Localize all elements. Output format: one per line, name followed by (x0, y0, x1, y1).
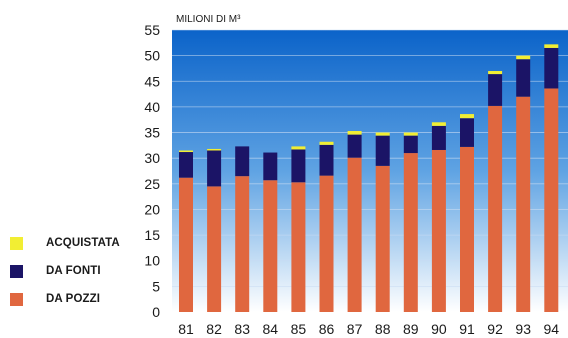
bar-segment-da-fonti (235, 146, 250, 177)
bar-segment-da-pozzi (403, 153, 418, 312)
bar-segment-da-fonti (516, 59, 531, 97)
legend-label: DA POZZI (46, 293, 101, 305)
legend-label: ACQUISTATA (46, 237, 120, 249)
bar-segment-acquistata (488, 71, 503, 75)
bar-segment-da-fonti (544, 47, 559, 89)
y-tick-label: 30 (144, 150, 160, 166)
bar-segment-da-fonti (347, 134, 362, 158)
bar-segment-da-pozzi (291, 182, 306, 312)
legend-item-da-pozzi: DA POZZI (10, 285, 120, 313)
bar-segment-acquistata (431, 122, 446, 126)
bar-segment-da-fonti (375, 135, 390, 166)
x-tick-label: 81 (178, 321, 194, 337)
bar-segment-da-pozzi (235, 176, 250, 312)
y-tick-labels: 0 5 10 15 20 25 30 35 40 45 50 55 (144, 22, 160, 320)
bar-segment-acquistata (207, 148, 222, 151)
bar-segment-da-pozzi (488, 105, 503, 312)
y-tick-label: 0 (152, 304, 160, 320)
y-tick-label: 10 (144, 253, 160, 269)
legend-swatch-da-fonti (10, 264, 23, 278)
y-tick-label: 45 (144, 73, 160, 89)
x-tick-label: 86 (319, 321, 335, 337)
x-tick-label: 89 (403, 321, 419, 337)
y-unit-label: MILIONI DI M³ (176, 14, 241, 25)
bar-segment-da-fonti (179, 152, 193, 178)
bar-segment-da-pozzi (544, 88, 559, 312)
bar-segment-da-fonti (431, 125, 446, 150)
bar-segment-da-pozzi (460, 146, 474, 312)
legend-swatch-acquistata (10, 236, 23, 250)
y-tick-label: 25 (144, 176, 160, 192)
x-tick-label: 87 (347, 321, 363, 337)
y-tick-label: 5 (152, 278, 160, 294)
bar-segment-da-pozzi (319, 175, 334, 312)
legend-label: DA FONTI (46, 265, 101, 277)
x-tick-label: 85 (291, 321, 307, 337)
x-tick-label: 88 (375, 321, 391, 337)
x-tick-label: 82 (206, 321, 222, 337)
x-tick-label: 83 (234, 321, 250, 337)
bar-segment-da-fonti (488, 74, 503, 106)
bar-segment-da-pozzi (263, 180, 278, 312)
x-tick-label: 84 (263, 321, 279, 337)
bar-segment-acquistata (403, 132, 418, 136)
y-tick-label: 55 (144, 22, 160, 38)
bar-segment-da-fonti (291, 149, 306, 183)
x-tick-label: 92 (487, 321, 503, 337)
bars (179, 44, 559, 313)
x-tick-label: 91 (459, 321, 475, 337)
bar-segment-acquistata (319, 141, 334, 145)
bar-segment-da-pozzi (375, 165, 390, 312)
y-tick-label: 15 (144, 227, 160, 243)
bar-segment-acquistata (544, 44, 559, 48)
y-tick-label: 20 (144, 201, 160, 217)
bar-segment-acquistata (375, 132, 390, 136)
legend-swatch-da-pozzi (10, 292, 23, 306)
bar-segment-acquistata (179, 150, 193, 153)
x-tick-label: 93 (515, 321, 531, 337)
legend-item-acquistata: ACQUISTATA (10, 229, 120, 257)
y-tick-label: 40 (144, 99, 160, 115)
bar-segment-da-fonti (403, 135, 418, 154)
x-tick-labels: 81 82 83 84 85 86 87 88 89 90 91 92 93 94 (178, 321, 559, 337)
bar-segment-da-fonti (207, 150, 222, 187)
x-tick-label: 94 (544, 321, 560, 337)
bar-segment-da-pozzi (207, 186, 222, 312)
bar-segment-da-pozzi (347, 157, 362, 312)
y-tick-label: 50 (144, 48, 160, 64)
bar-segment-acquistata (516, 55, 531, 60)
legend: ACQUISTATA DA FONTI DA POZZI (10, 229, 120, 313)
bar-segment-da-pozzi (516, 96, 531, 313)
bar-segment-da-fonti (319, 144, 334, 176)
bar-segment-acquistata (347, 131, 362, 135)
legend-item-da-fonti: DA FONTI (10, 257, 120, 285)
bar-segment-da-pozzi (179, 177, 193, 312)
bar-segment-da-fonti (460, 118, 474, 147)
plot-background (172, 30, 568, 312)
y-tick-label: 35 (144, 125, 160, 141)
bar-segment-acquistata (291, 146, 306, 150)
x-tick-label: 90 (431, 321, 447, 337)
bar-segment-acquistata (460, 114, 474, 119)
bar-segment-da-pozzi (431, 149, 446, 312)
bar-segment-da-fonti (263, 152, 278, 181)
